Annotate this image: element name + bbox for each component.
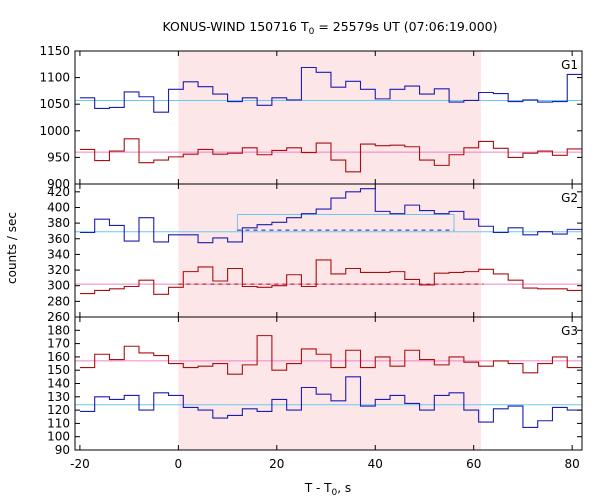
series-g2-blue — [79, 188, 582, 244]
y-tick-label-g1: 1000 — [39, 124, 70, 138]
chart-title-main: KONUS-WIND 150716 T — [162, 19, 308, 34]
y-tick-label-g2: 280 — [47, 294, 70, 308]
y-tick-label-g1: 900 — [47, 177, 70, 191]
y-tick-label-g2: 340 — [47, 247, 70, 261]
x-tick-label: 60 — [466, 457, 481, 471]
y-tick-label-g3: 100 — [47, 430, 70, 444]
panel-series-group-g2 — [75, 188, 582, 295]
y-tick-label-g3: 170 — [47, 337, 70, 351]
y-tick-label-g2: 300 — [47, 279, 70, 293]
plot-layer: 9009501000105011001150G12602803003203403… — [39, 44, 583, 471]
series-g3-red — [79, 335, 582, 375]
y-tick-label-g2: 320 — [47, 263, 70, 277]
y-tick-label-g1: 1100 — [39, 71, 70, 85]
highlight-interval — [178, 51, 482, 450]
y-tick-label-g3: 140 — [47, 377, 70, 391]
y-tick-label-g2: 420 — [47, 185, 70, 199]
y-tick-label-g3: 150 — [47, 363, 70, 377]
x-tick-label: -20 — [70, 457, 90, 471]
x-axis-label: T - T0, s — [304, 481, 351, 498]
series-g1-blue — [79, 66, 582, 113]
series-g2-red — [79, 259, 582, 295]
panel-series-group-g3 — [75, 335, 582, 428]
x-tick-label: 0 — [175, 457, 183, 471]
y-tick-label-g2: 260 — [47, 310, 70, 324]
y-tick-label-g1: 950 — [47, 150, 70, 164]
panel-label-g3: G3 — [561, 324, 578, 338]
y-tick-label-g1: 1150 — [39, 44, 70, 58]
x-tick-label: 40 — [368, 457, 383, 471]
chart-title: KONUS-WIND 150716 T0 = 25579s UT (07:06:… — [162, 19, 497, 37]
y-tick-label-g3: 120 — [47, 403, 70, 417]
y-tick-label-g2: 360 — [47, 232, 70, 246]
y-tick-label-g3: 130 — [47, 390, 70, 404]
y-tick-label-g3: 160 — [47, 350, 70, 364]
x-axis-label-main: T - T — [304, 481, 332, 495]
chart-title-rest: = 25579s UT (07:06:19.000) — [314, 19, 497, 34]
y-axis-label: counts / sec — [5, 212, 19, 284]
y-tick-label-g1: 1050 — [39, 97, 70, 111]
series-g1-red — [79, 138, 582, 173]
y-tick-label-g3: 90 — [55, 443, 70, 457]
x-axis-label-subscript: 0 — [332, 488, 338, 498]
panel-label-g2: G2 — [561, 191, 578, 205]
x-tick-label: 20 — [269, 457, 284, 471]
panel-series-group-g1 — [75, 66, 582, 173]
y-tick-label-g3: 180 — [47, 323, 70, 337]
y-tick-label-g2: 380 — [47, 216, 70, 230]
segment-g2-0 — [236, 214, 455, 232]
series-g3-blue — [79, 376, 582, 428]
x-tick-label: 80 — [565, 457, 580, 471]
x-axis-label-rest: , s — [337, 481, 351, 495]
y-tick-label-g2: 400 — [47, 200, 70, 214]
panel-label-g1: G1 — [561, 58, 578, 72]
chart-title-subscript: 0 — [309, 27, 315, 37]
y-tick-label-g3: 110 — [47, 416, 70, 430]
